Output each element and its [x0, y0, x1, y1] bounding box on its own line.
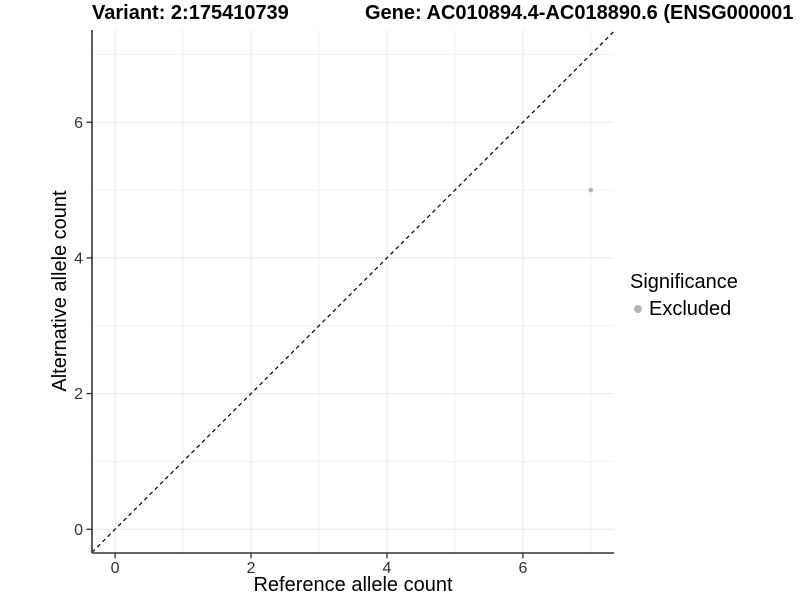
- legend: Significance Excluded: [630, 270, 738, 320]
- y-tick-label: 2: [74, 386, 83, 403]
- x-axis-title: Reference allele count: [253, 574, 453, 596]
- x-tick-label: 0: [111, 560, 120, 577]
- data-point: [588, 187, 594, 193]
- y-tick-label: 0: [74, 522, 83, 539]
- legend-title: Significance: [630, 271, 738, 293]
- y-axis-title: Alternative allele count: [49, 190, 71, 392]
- variant-title: Variant: 2:175410739: [92, 2, 289, 24]
- legend-entry-label: Excluded: [649, 298, 732, 320]
- y-tick-label: 6: [74, 115, 83, 132]
- gene-title: Gene: AC010894.4-AC018890.6 (ENSG000001: [365, 2, 794, 24]
- excluded-point-icon: [634, 305, 642, 313]
- y-tick-label: 4: [74, 251, 83, 268]
- x-tick-label: 2: [247, 560, 256, 577]
- x-tick-label: 4: [383, 560, 392, 577]
- legend-entry-excluded: Excluded: [630, 298, 738, 320]
- identity-line: [91, 30, 615, 553]
- x-tick-label: 6: [518, 560, 527, 577]
